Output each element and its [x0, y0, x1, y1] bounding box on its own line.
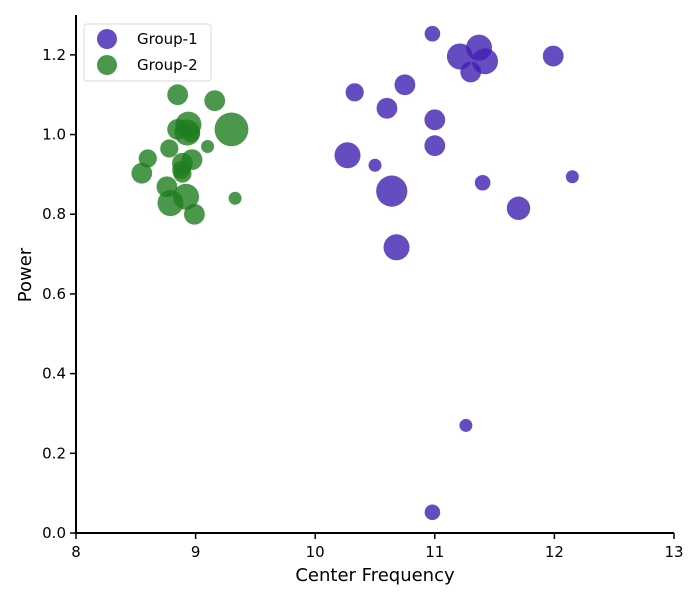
data-point — [542, 45, 564, 67]
data-point — [376, 175, 408, 207]
data-point — [204, 90, 226, 112]
data-point — [424, 504, 441, 521]
tick-marks: 8 9 10 11 12 13 0.0 0.2 0.4 0.6 0.8 1.0 1.2 — [42, 46, 683, 561]
data-point — [424, 109, 446, 131]
legend-label-group-1: Group-1 — [137, 30, 198, 48]
legend-marker-group-2 — [97, 55, 117, 75]
y-tick-label: 0.2 — [42, 444, 66, 462]
data-point — [228, 191, 242, 205]
y-axis-label: Power — [15, 247, 36, 302]
series-group-1 — [334, 25, 579, 521]
data-point — [214, 112, 249, 147]
series-group-2 — [131, 84, 249, 225]
data-point — [474, 174, 491, 191]
data-point — [424, 135, 446, 157]
y-tick-label: 1.0 — [42, 126, 66, 144]
y-tick-label: 1.2 — [42, 46, 66, 64]
y-tick-label: 0.0 — [42, 524, 66, 542]
data-point — [368, 158, 382, 172]
y-tick-label: 0.8 — [42, 205, 66, 223]
data-point — [201, 139, 215, 153]
data-point — [131, 162, 153, 184]
x-axis-label: Center Frequency — [295, 565, 455, 586]
points-layer — [131, 25, 579, 521]
axes — [75, 15, 674, 534]
x-tick-label: 13 — [664, 543, 683, 561]
legend: Group-1 Group-2 — [83, 23, 212, 82]
data-point — [460, 61, 482, 83]
data-point — [459, 418, 473, 432]
legend-label-group-2: Group-2 — [137, 56, 198, 74]
y-tick-label: 0.6 — [42, 285, 66, 303]
data-point — [565, 170, 579, 184]
x-tick-label: 8 — [71, 543, 81, 561]
data-point — [394, 74, 416, 96]
data-point — [184, 203, 205, 225]
data-point — [506, 196, 531, 220]
data-point — [167, 84, 189, 106]
x-tick-label: 11 — [425, 543, 444, 561]
data-point — [334, 142, 361, 169]
data-point — [424, 25, 441, 42]
y-tick-label: 0.4 — [42, 365, 66, 383]
data-point — [157, 190, 184, 217]
data-point — [383, 234, 410, 261]
data-point — [173, 164, 192, 183]
data-point — [181, 124, 200, 143]
x-tick-label: 12 — [545, 543, 564, 561]
x-tick-label: 10 — [306, 543, 325, 561]
data-point — [345, 83, 364, 102]
legend-marker-group-1 — [97, 29, 117, 49]
data-point — [160, 139, 179, 158]
data-point — [376, 97, 398, 119]
x-tick-label: 9 — [191, 543, 201, 561]
